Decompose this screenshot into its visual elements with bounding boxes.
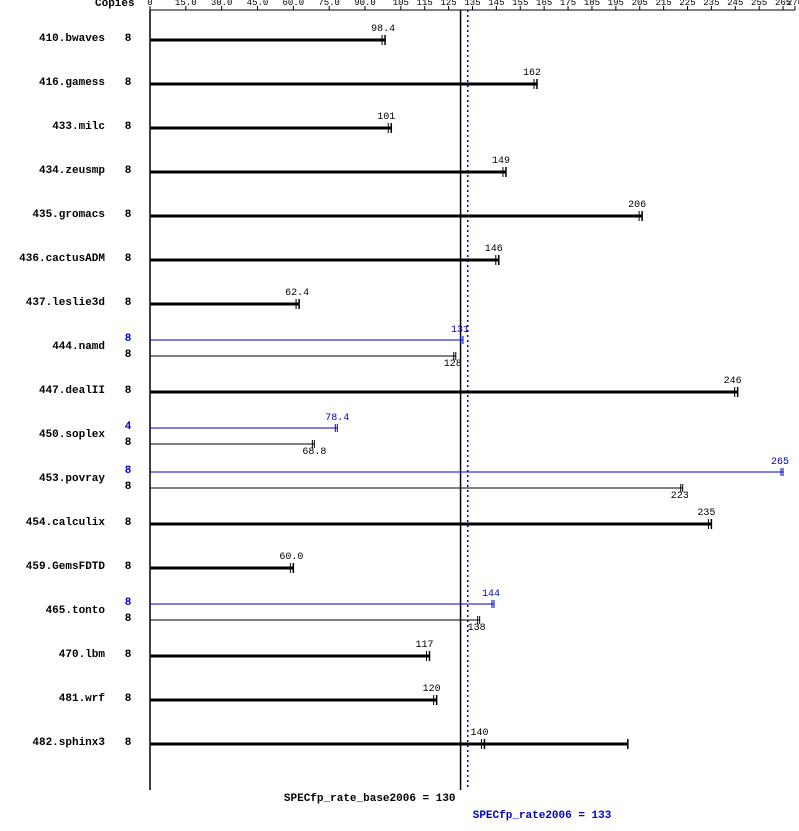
benchmark-name: 465.tonto <box>0 605 105 617</box>
value-base: 128 <box>444 359 462 370</box>
copies-base: 8 <box>118 481 138 493</box>
spec-rate-chart: 015.030.045.060.075.090.0105115125135145… <box>0 0 799 831</box>
copies-peak: 8 <box>118 597 138 609</box>
value-base: 101 <box>377 112 395 123</box>
value-base: 149 <box>492 156 510 167</box>
value-base: 98.4 <box>371 24 395 35</box>
benchmark-name: 459.GemsFDTD <box>0 561 105 573</box>
copies-base: 8 <box>118 33 138 45</box>
benchmark-name: 434.zeusmp <box>0 165 105 177</box>
benchmark-name: 453.povray <box>0 473 105 485</box>
copies-base: 8 <box>118 649 138 661</box>
x-tick-label: 0 <box>136 0 164 8</box>
value-peak: 265 <box>771 457 789 468</box>
copies-base: 8 <box>118 561 138 573</box>
benchmark-name: 433.milc <box>0 121 105 133</box>
x-tick-label: 15.0 <box>172 0 200 8</box>
value-base: 246 <box>724 376 742 387</box>
benchmark-name: 450.soplex <box>0 429 105 441</box>
value-base: 117 <box>416 640 434 651</box>
peakline-label: SPECfp_rate2006 = 133 <box>473 810 612 822</box>
benchmark-name: 482.sphinx3 <box>0 737 105 749</box>
copies-base: 8 <box>118 613 138 625</box>
copies-base: 8 <box>118 297 138 309</box>
copies-base: 8 <box>118 165 138 177</box>
x-tick-label: 270 <box>781 0 799 8</box>
copies-peak: 4 <box>118 421 138 433</box>
copies-peak: 8 <box>118 465 138 477</box>
value-base: 140 <box>470 728 488 739</box>
value-base: 120 <box>423 684 441 695</box>
value-base: 162 <box>523 68 541 79</box>
benchmark-name: 454.calculix <box>0 517 105 529</box>
baseline-label: SPECfp_rate_base2006 = 130 <box>261 793 456 805</box>
benchmark-name: 447.dealII <box>0 385 105 397</box>
x-tick-label: 30.0 <box>208 0 236 8</box>
benchmark-name: 410.bwaves <box>0 33 105 45</box>
value-peak: 131 <box>451 325 469 336</box>
copies-base: 8 <box>118 349 138 361</box>
copies-base: 8 <box>118 121 138 133</box>
value-base: 68.8 <box>302 447 326 458</box>
copies-peak: 8 <box>118 333 138 345</box>
benchmark-name: 470.lbm <box>0 649 105 661</box>
copies-base: 8 <box>118 693 138 705</box>
benchmark-name: 444.namd <box>0 341 105 353</box>
value-base: 62.4 <box>285 288 309 299</box>
x-tick-label: 60.0 <box>279 0 307 8</box>
value-base: 235 <box>697 508 715 519</box>
x-tick-label: 45.0 <box>244 0 272 8</box>
benchmark-name: 437.leslie3d <box>0 297 105 309</box>
benchmark-name: 435.gromacs <box>0 209 105 221</box>
value-base: 223 <box>671 491 689 502</box>
copies-base: 8 <box>118 209 138 221</box>
value-base: 138 <box>468 623 486 634</box>
copies-base: 8 <box>118 737 138 749</box>
copies-header: Copies <box>95 0 135 10</box>
value-peak: 144 <box>482 589 500 600</box>
value-base: 60.0 <box>279 552 303 563</box>
x-tick-label: 75.0 <box>315 0 343 8</box>
copies-base: 8 <box>118 385 138 397</box>
benchmark-name: 436.cactusADM <box>0 253 105 265</box>
benchmark-name: 416.gamess <box>0 77 105 89</box>
value-base: 146 <box>485 244 503 255</box>
benchmark-name: 481.wrf <box>0 693 105 705</box>
x-tick-label: 90.0 <box>351 0 379 8</box>
value-peak: 78.4 <box>325 413 349 424</box>
copies-base: 8 <box>118 517 138 529</box>
copies-base: 8 <box>118 77 138 89</box>
value-base: 206 <box>628 200 646 211</box>
copies-base: 8 <box>118 253 138 265</box>
copies-base: 8 <box>118 437 138 449</box>
